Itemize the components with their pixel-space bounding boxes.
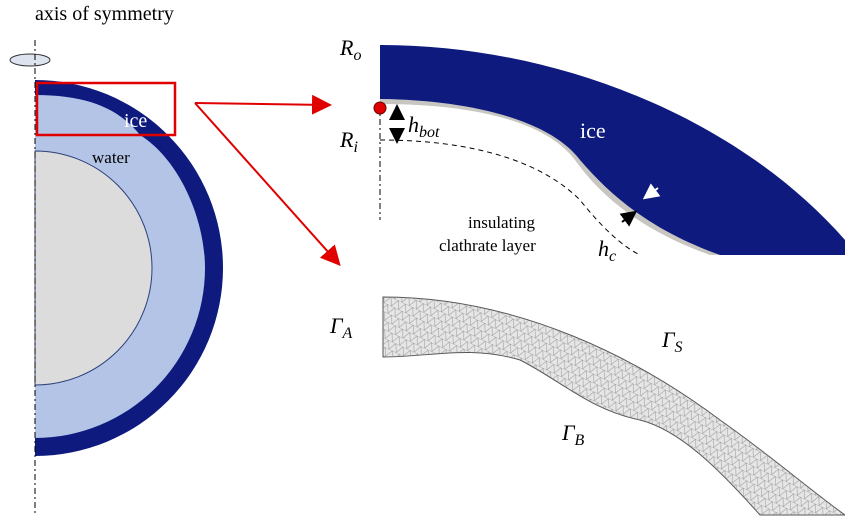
outer-radius-label: Ro xyxy=(339,35,361,64)
clathrate-label: clathrate layer xyxy=(439,236,536,255)
h-bot-label: hbot xyxy=(408,112,440,141)
axis-label: axis of symmetry xyxy=(35,3,174,25)
origin-point xyxy=(374,102,386,114)
gamma-s-label: ΓS xyxy=(661,327,683,356)
water-label: water xyxy=(92,148,130,167)
h-c-arrow xyxy=(622,213,634,222)
inner-radius-label: Ri xyxy=(339,127,358,156)
gamma-a-label: ΓA xyxy=(329,313,353,342)
ice-region xyxy=(380,45,845,255)
rotation-icon xyxy=(10,54,50,66)
mesh-elements xyxy=(383,297,845,515)
clathrate-label: insulating xyxy=(468,213,536,232)
ice-label: ice xyxy=(580,118,606,143)
ice-label: ice xyxy=(124,110,147,132)
h-c-label: hc xyxy=(598,236,616,265)
zoom-arrow xyxy=(195,103,328,105)
gamma-b-label: ΓB xyxy=(561,420,585,449)
figure: axis of symmetry ice water Ro Ri hbot ic… xyxy=(0,0,845,521)
